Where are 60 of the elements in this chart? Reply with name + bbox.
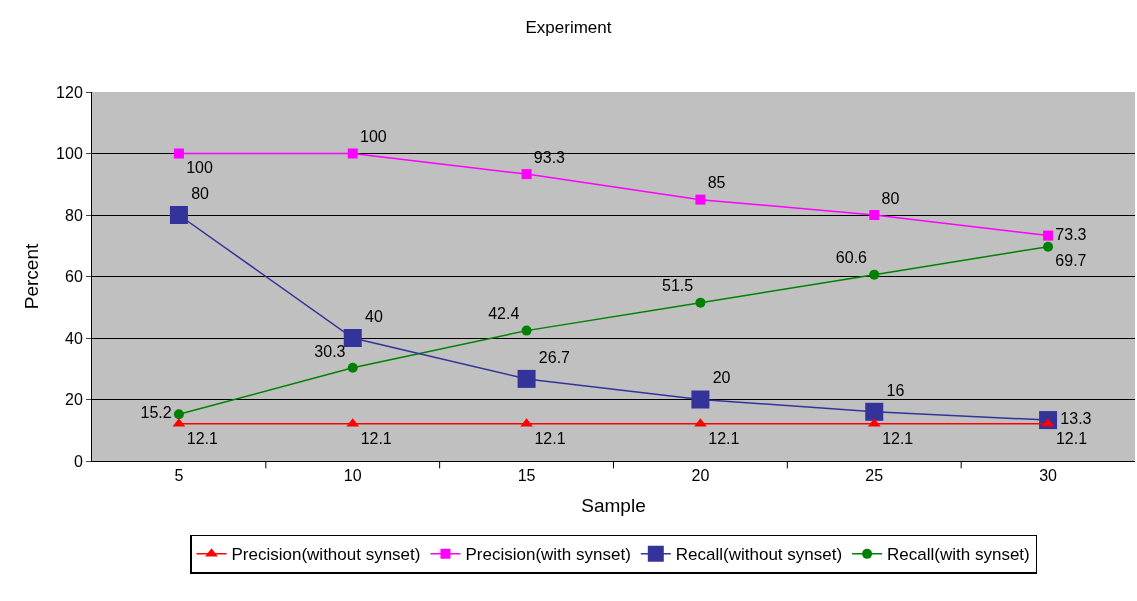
legend-label: Recall(without synset) bbox=[675, 545, 843, 565]
data-label: 60.6 bbox=[835, 249, 868, 267]
point bbox=[173, 148, 184, 159]
y-axis-title: Percent bbox=[20, 243, 42, 310]
legend-label: Precision(with synset) bbox=[465, 545, 631, 565]
point bbox=[347, 362, 358, 373]
y-tick-label: 80 bbox=[65, 206, 83, 224]
point bbox=[1043, 241, 1054, 252]
point bbox=[517, 369, 536, 388]
point bbox=[173, 409, 184, 420]
point bbox=[691, 390, 710, 409]
x-tick-label: 10 bbox=[343, 467, 362, 485]
point bbox=[865, 402, 884, 421]
point bbox=[521, 325, 532, 336]
x-tick-label: 20 bbox=[691, 467, 710, 485]
data-label: 16 bbox=[886, 381, 905, 399]
data-label: 12.1 bbox=[360, 429, 392, 447]
point bbox=[521, 169, 532, 180]
x-tick-label: 5 bbox=[174, 467, 184, 485]
y-tick-label: 60 bbox=[65, 268, 83, 286]
data-label: 15.2 bbox=[140, 404, 172, 422]
data-label: 12.1 bbox=[1055, 429, 1088, 447]
data-label: 12.1 bbox=[882, 429, 914, 447]
chart-title: Experiment bbox=[525, 17, 612, 37]
point bbox=[1043, 230, 1054, 241]
x-tick-label: 25 bbox=[865, 467, 884, 485]
point bbox=[343, 329, 362, 347]
data-label: 30.3 bbox=[314, 342, 346, 360]
legend-label: Recall(with synset) bbox=[887, 545, 1030, 565]
x-axis-title: Sample bbox=[581, 495, 646, 516]
data-label: 69.7 bbox=[1055, 251, 1087, 269]
y-tick-label: 0 bbox=[73, 452, 83, 470]
data-label: 85 bbox=[707, 174, 726, 192]
point bbox=[347, 148, 358, 159]
data-label: 26.7 bbox=[538, 348, 571, 366]
data-label: 12.1 bbox=[534, 429, 566, 447]
data-label: 80 bbox=[881, 189, 900, 207]
x-tick-label: 15 bbox=[517, 467, 536, 485]
point bbox=[869, 210, 880, 220]
point bbox=[695, 194, 706, 205]
data-label: 100 bbox=[186, 158, 213, 176]
point bbox=[169, 206, 188, 224]
legend-label: Precision(without synset) bbox=[231, 545, 421, 565]
data-label: 42.4 bbox=[488, 305, 520, 323]
data-label: 12.1 bbox=[708, 429, 740, 447]
data-label: 51.5 bbox=[662, 277, 694, 295]
data-label: 73.3 bbox=[1055, 225, 1087, 243]
y-tick-label: 40 bbox=[65, 329, 83, 347]
data-label: 20 bbox=[712, 369, 731, 387]
data-label: 100 bbox=[360, 128, 387, 146]
data-label: 80 bbox=[191, 184, 210, 202]
data-label: 40 bbox=[365, 307, 383, 325]
y-tick-label: 100 bbox=[56, 145, 83, 163]
data-label: 13.3 bbox=[1060, 410, 1092, 428]
data-label: 12.1 bbox=[186, 429, 219, 447]
point bbox=[695, 297, 706, 308]
point bbox=[869, 269, 880, 280]
x-tick-label: 30 bbox=[1039, 467, 1058, 485]
y-tick-label: 20 bbox=[65, 391, 83, 409]
y-tick-label: 120 bbox=[56, 83, 83, 101]
